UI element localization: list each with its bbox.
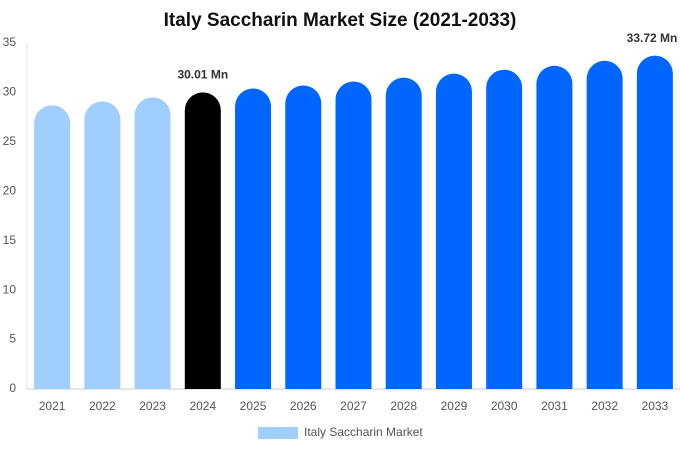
x-tick-label: 2028 [390, 399, 417, 413]
y-tick-label: 10 [3, 282, 17, 296]
bar [385, 77, 422, 389]
x-tick-label: 2032 [591, 399, 618, 413]
bar [34, 105, 71, 390]
x-tick-label: 2023 [139, 399, 166, 413]
y-tick-label: 0 [9, 381, 16, 395]
x-tick-label: 2030 [491, 399, 518, 413]
chart-title: Italy Saccharin Market Size (2021-2033) [164, 10, 517, 31]
value-label: 33.72 Mn [627, 31, 678, 45]
bar [184, 92, 221, 389]
x-tick-label: 2022 [89, 399, 116, 413]
bar [84, 101, 121, 389]
value-label: 30.01 Mn [177, 68, 228, 82]
bar [586, 60, 623, 390]
bar [335, 81, 372, 389]
bar [636, 55, 673, 389]
bar [235, 88, 272, 389]
bar [285, 85, 322, 389]
y-tick-label: 15 [3, 233, 17, 247]
legend-swatch [258, 427, 298, 439]
bar [435, 73, 472, 389]
y-tick-label: 25 [3, 134, 17, 148]
x-tick-label: 2021 [39, 399, 66, 413]
x-tick-label: 2029 [441, 399, 468, 413]
x-tick-label: 2033 [642, 399, 669, 413]
legend-label: Italy Saccharin Market [304, 425, 423, 439]
x-tick-label: 2026 [290, 399, 317, 413]
y-tick-label: 35 [3, 35, 17, 49]
y-tick-label: 30 [3, 85, 17, 99]
y-tick-label: 20 [3, 183, 17, 197]
bar [536, 65, 573, 389]
x-tick-label: 2027 [340, 399, 367, 413]
x-tick-label: 2025 [240, 399, 267, 413]
y-tick-label: 5 [9, 332, 16, 346]
x-tick-label: 2024 [189, 399, 216, 413]
bar [134, 97, 171, 389]
x-tick-label: 2031 [541, 399, 568, 413]
bar [486, 69, 523, 389]
